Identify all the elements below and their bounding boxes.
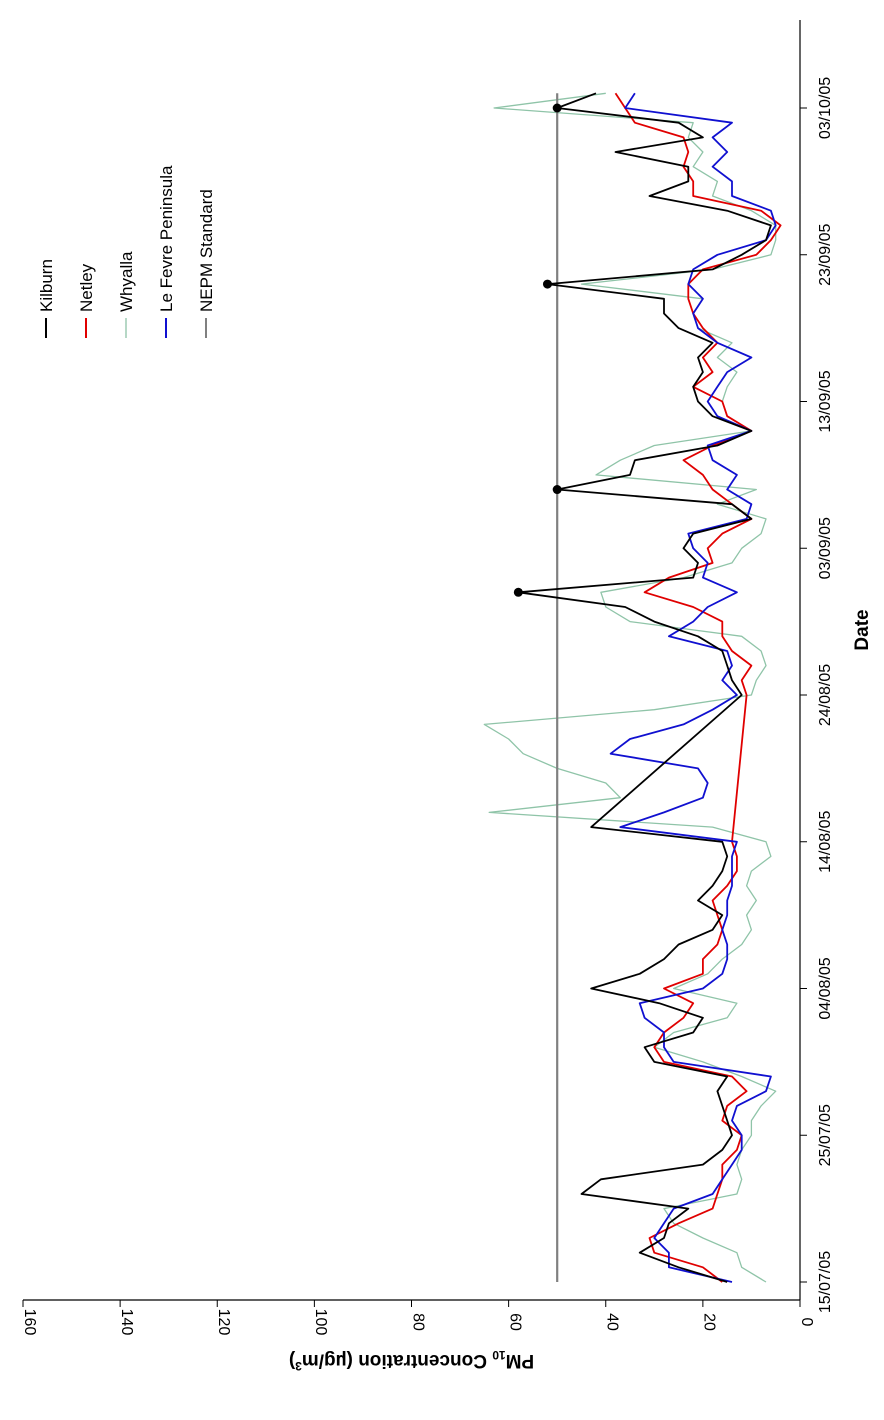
y-title-end: ) (289, 1350, 295, 1371)
date-tick-label-2: 04/08/05 (817, 957, 834, 1019)
value-tick-label-140: 140 (118, 1309, 135, 1336)
legend-label-nepm-standard: NEPM Standard (197, 189, 216, 312)
date-tick-label-5: 03/09/05 (817, 517, 834, 579)
value-tick-label-60: 60 (506, 1313, 523, 1331)
axes-layer: 0 20 40 60 80 100 120 140 160 15/07/05 25/07/05 04/… (21, 20, 834, 1335)
value-tick-label-0: 0 (798, 1318, 815, 1327)
date-tick-label-3: 14/08/05 (817, 811, 834, 873)
date-tick-label-8: 03/10/05 (817, 77, 834, 139)
date-tick-label-7: 23/09/05 (817, 224, 834, 286)
value-tick-label-100: 100 (312, 1309, 329, 1336)
axis-titles: Date PM10 Concentration (µg/m3) (289, 609, 873, 1373)
legend: Kilburn Netley Whyalla Le Fevre Peninsula NE… (37, 165, 216, 338)
value-tick-label-120: 120 (215, 1309, 232, 1336)
value-tick-label-160: 160 (21, 1309, 38, 1336)
value-tick-label-40: 40 (604, 1313, 621, 1331)
y-title-sup: 3 (295, 1359, 302, 1373)
date-tick-label-1: 25/07/05 (817, 1104, 834, 1166)
series-line-le-fevre-peninsula (609, 92, 777, 1283)
x-axis-title: Date (852, 609, 873, 650)
date-tick-label-0: 15/07/05 (817, 1251, 834, 1313)
legend-label-netley: Netley (77, 263, 96, 312)
legend-label-kilburn: Kilburn (37, 259, 56, 312)
y-title-mid: Concentration (µg/m (302, 1350, 492, 1371)
y-title-base: PM (506, 1350, 535, 1371)
legend-label-whyalla: Whyalla (117, 251, 136, 312)
value-tick-label-20: 20 (701, 1313, 718, 1331)
value-tick-label-80: 80 (409, 1313, 426, 1331)
series-line-whyalla (483, 92, 777, 1283)
y-title-sub: 10 (492, 1348, 506, 1362)
series-layer (483, 92, 782, 1283)
legend-label-le-fevre-peninsula: Le Fevre Peninsula (157, 165, 176, 312)
y-axis-title: PM10 Concentration (µg/m3) (289, 1348, 534, 1373)
date-tick-label-6: 13/09/05 (817, 370, 834, 432)
date-tick-label-4: 24/08/05 (817, 664, 834, 726)
series-line-kilburn (517, 92, 772, 1283)
